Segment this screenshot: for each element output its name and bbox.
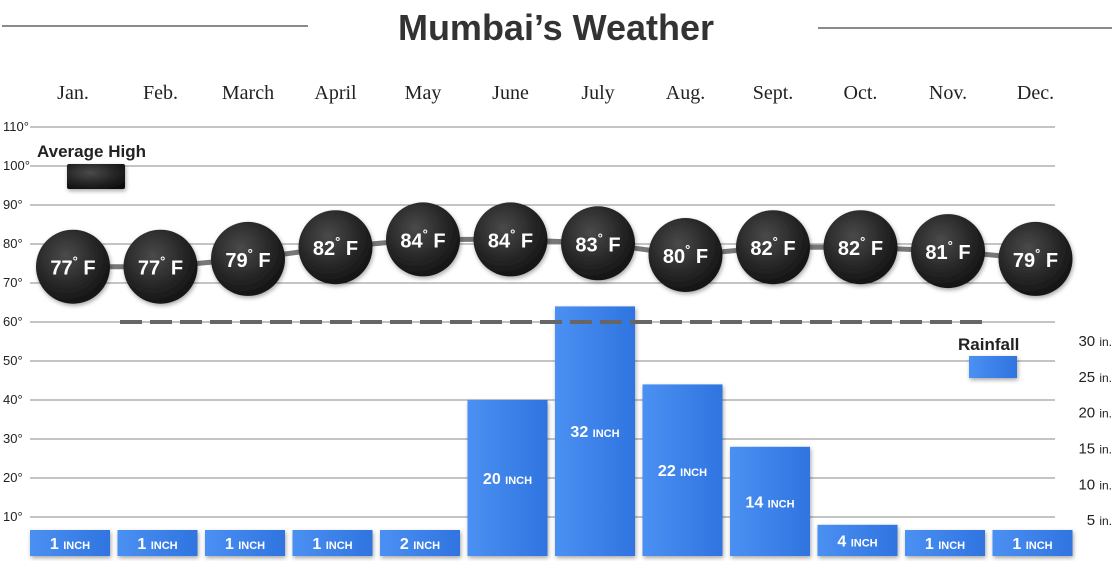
average-high-point-label: 84° F [400,226,445,252]
y-tick-label: 10° [3,509,23,524]
average-high-point-label: 77° F [50,254,95,280]
chart-title: Mumbai’s Weather [398,7,714,48]
y-tick-label: 60° [3,314,23,329]
average-high-point [736,210,810,285]
y-tick-label: 100° [3,158,30,173]
y-tick-label: 30° [3,431,23,446]
average-high-point-label: 79° F [225,246,270,272]
month-label: April [314,82,357,104]
average-high-point-label: 82° F [838,234,883,260]
month-label: June [492,82,529,104]
rainfall-bar-label: 1 INCH [925,536,965,553]
average-high-point [298,210,373,285]
y-tick-label: 80° [3,236,23,251]
month-label: Dec. [1017,82,1054,104]
rainfall-bar-label: 1 INCH [137,536,177,553]
rainfall-tick-label: 5 in. [1087,512,1112,529]
average-high-point [386,202,460,277]
average-high-point [911,214,985,289]
rainfall-bar-label: 2 INCH [400,536,440,553]
rainfall-tick-label: 15 in. [1078,441,1112,458]
month-label: May [405,82,442,104]
average-high-point-label: 79° F [1013,246,1058,272]
rainfall-bar [380,530,460,556]
rainfall-bar [992,530,1073,556]
average-high-point-label: 77° F [138,254,183,280]
average-high-point [648,218,723,292]
rainfall-bar [205,530,285,556]
month-label: Sept. [753,82,794,104]
average-high-point-label: 83° F [575,230,620,256]
rainfall-bar [817,524,898,556]
month-label: Oct. [844,82,878,104]
y-tick-label: 40° [3,392,23,407]
y-tick-label: 110° [3,119,29,134]
month-label: Nov. [929,82,967,104]
rainfall-tick-label: 20 in. [1078,405,1112,422]
average-high-point-label: 81° F [925,238,970,264]
average-high-points: 77° F 77° F 79° F 82° F 84° F 84° F 83° F 80° F… [36,202,1073,304]
average-high-point [823,210,898,285]
rainfall-bar [467,400,548,556]
legend-average-high-label: Average High [37,142,146,161]
rainfall-bar-label: 4 INCH [837,533,877,550]
average-high-point-label: 82° F [313,234,358,260]
average-high-point [36,229,110,304]
legend-average-high-swatch [67,164,125,189]
rainfall-bar-label: 1 INCH [50,536,90,553]
y-axis-ticks: 10° 20° 30° 40° 50° 60° 70° 80° 90° 100° 110° [3,119,30,524]
average-high-point [561,206,635,281]
legend-rainfall-label: Rainfall [958,335,1019,354]
month-label: Aug. [666,82,705,104]
average-high-point-label: 84° F [488,226,533,252]
rainfall-bars: 1 INCH 1 INCH 1 INCH 1 INCH 2 INCH 20 INCH 32 … [30,306,1073,556]
rainfall-bar [30,530,110,556]
rainfall-tick-label: 25 in. [1078,369,1112,386]
y-tick-label: 70° [3,275,23,290]
month-labels: Jan. Feb. March April May June July Aug. Sept. Oc… [57,82,1054,104]
rainfall-bar-label: 1 INCH [312,536,352,553]
average-high-point [473,202,548,277]
rainfall-bar [642,384,723,556]
legend-rainfall-swatch [969,356,1017,378]
average-high-point [998,221,1073,296]
rainfall-bar [555,306,635,556]
average-high-point [123,229,198,304]
rainfall-bar [730,446,810,556]
y-tick-label: 20° [3,470,23,485]
rainfall-bar-label: 1 INCH [225,536,265,553]
y-tick-label: 50° [3,353,23,368]
month-label: Feb. [143,82,178,104]
month-label: March [222,82,274,104]
average-high-point-label: 82° F [750,234,795,260]
average-high-point [211,221,285,296]
rainfall-bar [117,530,198,556]
rainfall-tick-label: 10 in. [1078,476,1112,493]
rainfall-bar-label: 14 INCH [745,494,794,511]
rainfall-bar-label: 1 INCH [1012,536,1052,553]
rainfall-bar-label: 32 INCH [570,424,619,441]
rainfall-bar-label: 22 INCH [658,463,707,480]
rainfall-tick-label: 30 in. [1078,333,1112,350]
rainfall-axis-ticks: 5 in. 10 in. 15 in. 20 in. 25 in. 30 in. [1078,333,1112,529]
rainfall-bar-label: 20 INCH [483,471,532,488]
month-label: July [581,82,614,104]
month-label: Jan. [57,82,89,104]
rainfall-bar [292,530,373,556]
average-high-point-label: 80° F [663,242,708,268]
y-tick-label: 90° [3,197,23,212]
rainfall-bar [905,530,985,556]
